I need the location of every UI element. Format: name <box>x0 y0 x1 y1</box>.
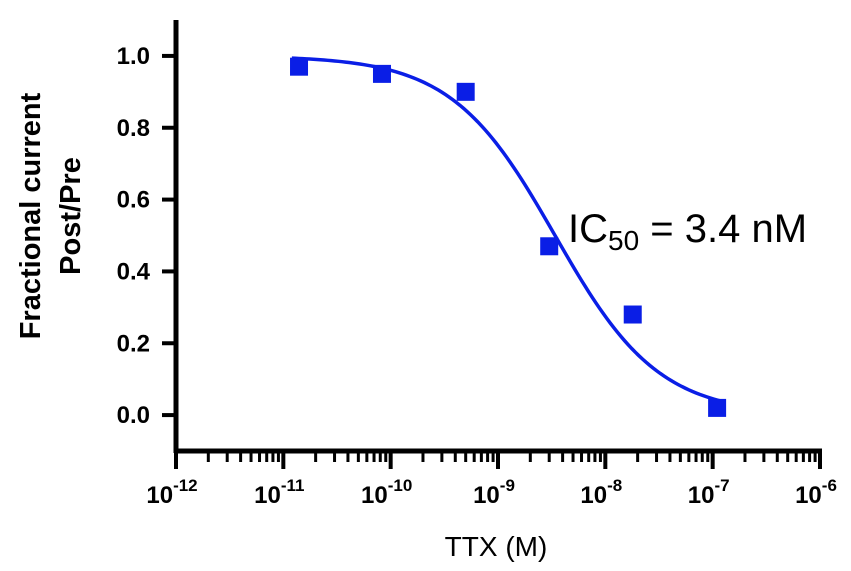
x-tick-label: 10-6 <box>795 476 837 509</box>
ic50-subscript: 50 <box>608 225 639 256</box>
y-tick-label: 0.8 <box>117 115 150 142</box>
x-axis-title: TTX (M) <box>445 531 548 562</box>
fit-curve <box>291 56 722 403</box>
ic50-value: = 3.4 nM <box>639 207 807 251</box>
y-tick-label: 0.6 <box>117 187 150 214</box>
x-tick-label: 10-7 <box>688 476 730 509</box>
y-tick-label: 0.4 <box>117 258 151 285</box>
x-ticks: 10-12 10-11 10-10 10-9 10-8 10-7 10-6 <box>146 451 837 509</box>
x-tick-label: 10-11 <box>254 476 304 509</box>
ic50-prefix: IC <box>568 207 608 251</box>
data-points <box>290 57 727 417</box>
x-tick-label: 10-10 <box>361 476 412 509</box>
y-ticks: 0.0 0.2 0.4 0.6 0.8 1.0 <box>117 43 176 429</box>
x-tick-label: 10-8 <box>580 476 622 509</box>
data-point <box>540 237 559 256</box>
y-tick-label: 0.2 <box>117 330 150 357</box>
x-tick-label: 10-9 <box>473 476 515 509</box>
data-point <box>372 64 391 83</box>
x-tick-label: 10-12 <box>146 476 197 509</box>
data-point <box>708 398 727 417</box>
y-tick-label: 0.0 <box>117 402 150 429</box>
data-point <box>456 82 475 101</box>
y-axis-title-line-1: Fractional current <box>15 92 47 339</box>
y-axis-title-line-2: Post/Pre <box>55 157 87 275</box>
ic50-annotation: IC50 = 3.4 nM <box>568 207 807 256</box>
data-point <box>623 305 642 324</box>
data-point <box>290 57 309 76</box>
y-tick-label: 1.0 <box>117 43 150 70</box>
